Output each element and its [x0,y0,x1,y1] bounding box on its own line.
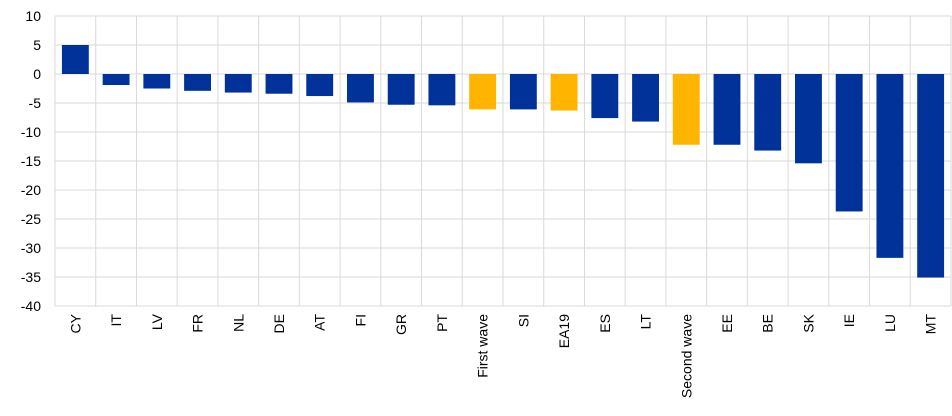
y-tick-label: -30 [21,240,41,256]
x-tick-label: GR [393,314,409,335]
y-tick-label: 10 [25,8,41,24]
x-tick-label: BE [760,314,776,333]
x-tick-label: NL [230,314,246,332]
x-tick-label: EE [719,314,735,333]
x-tick-label: SK [800,313,816,332]
y-tick-label: -15 [21,153,41,169]
x-tick-label: MT [923,314,939,335]
x-tick-label: DE [271,314,287,333]
y-tick-label: 0 [33,66,41,82]
bar [754,74,782,151]
y-tick-label: -20 [21,182,41,198]
x-tick-label: EA19 [556,314,572,348]
x-tick-label: ES [597,314,613,333]
bar [306,74,334,97]
y-tick-label: -10 [21,124,41,140]
x-tick-label: IT [108,314,124,327]
x-tick-label: FI [352,314,368,326]
x-tick-label: PT [434,314,450,332]
bar [550,74,578,111]
x-tick-label: LV [149,313,165,330]
x-tick-label: SI [515,314,531,327]
bar [184,74,211,91]
y-tick-label: -35 [21,269,41,285]
x-tick-label: CY [67,313,83,333]
bar [672,74,700,145]
y-tick-label: -5 [29,95,42,111]
x-tick-label: IE [841,314,857,327]
x-tick-label: AT [312,314,328,331]
bar [265,74,293,94]
bar [876,74,904,258]
x-tick-label: Second wave [678,314,694,398]
x-tick-label: FR [190,314,206,333]
bar [143,74,171,89]
bar [591,74,619,119]
x-tick-label: LU [882,314,898,332]
bar [835,74,863,212]
bar [795,74,822,164]
y-tick-label: -40 [21,298,41,314]
bar [428,74,456,106]
bar [347,74,374,103]
x-tick-label: First wave [475,314,491,378]
bar [469,74,497,110]
x-tick-label: LT [638,314,654,330]
y-tick-label: 5 [33,37,41,53]
bar [61,45,89,74]
bar [224,74,252,93]
bar [632,74,659,122]
bar [509,74,537,110]
bar [387,74,415,105]
bar [713,74,741,145]
bar [102,74,130,86]
y-tick-label: -25 [21,211,41,227]
bar [917,74,945,278]
